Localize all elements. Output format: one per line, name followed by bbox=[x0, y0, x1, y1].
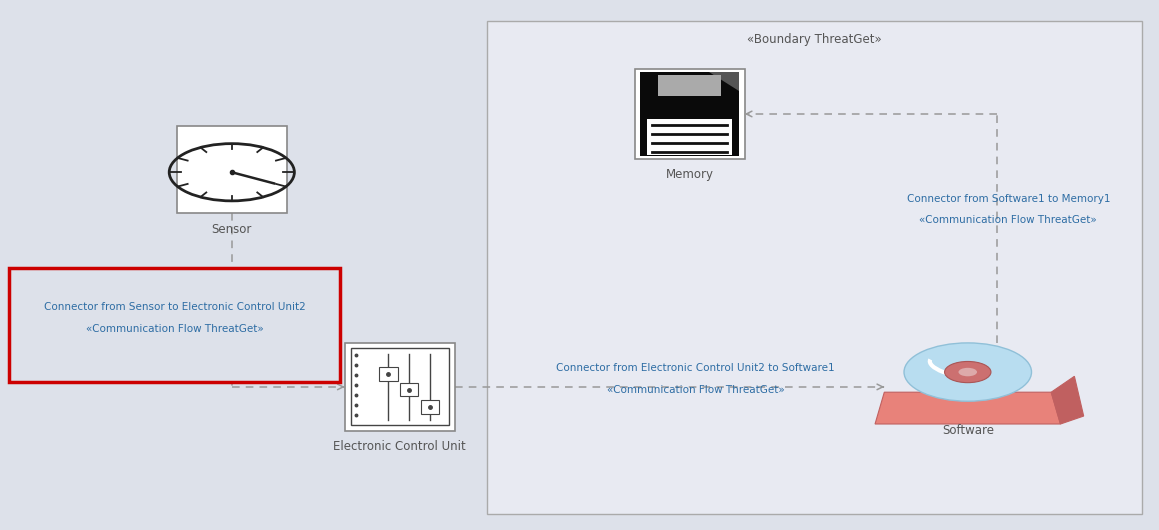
FancyBboxPatch shape bbox=[640, 72, 738, 156]
FancyBboxPatch shape bbox=[379, 367, 398, 381]
Circle shape bbox=[958, 368, 977, 376]
FancyBboxPatch shape bbox=[350, 349, 449, 425]
FancyBboxPatch shape bbox=[400, 383, 418, 396]
Text: Software: Software bbox=[942, 424, 993, 437]
Text: «Communication Flow ThreatGet»: «Communication Flow ThreatGet» bbox=[919, 215, 1098, 225]
FancyBboxPatch shape bbox=[344, 343, 454, 430]
FancyBboxPatch shape bbox=[658, 75, 721, 96]
Text: Connector from Software1 to Memory1: Connector from Software1 to Memory1 bbox=[906, 194, 1110, 204]
Text: Electronic Control Unit: Electronic Control Unit bbox=[334, 440, 466, 453]
FancyBboxPatch shape bbox=[9, 268, 340, 382]
Text: Sensor: Sensor bbox=[212, 223, 252, 236]
FancyBboxPatch shape bbox=[176, 126, 286, 213]
Text: Connector from Electronic Control Unit2 to Software1: Connector from Electronic Control Unit2 … bbox=[556, 364, 834, 373]
Text: «Communication Flow ThreatGet»: «Communication Flow ThreatGet» bbox=[606, 385, 785, 394]
Text: Memory: Memory bbox=[665, 169, 714, 181]
Polygon shape bbox=[709, 72, 738, 91]
Text: «Boundary ThreatGet»: «Boundary ThreatGet» bbox=[746, 33, 882, 46]
Text: «Communication Flow ThreatGet»: «Communication Flow ThreatGet» bbox=[86, 324, 263, 333]
FancyBboxPatch shape bbox=[635, 69, 744, 159]
Polygon shape bbox=[875, 392, 1060, 424]
Polygon shape bbox=[1051, 376, 1084, 424]
FancyBboxPatch shape bbox=[487, 21, 1142, 514]
Circle shape bbox=[904, 343, 1032, 401]
Circle shape bbox=[945, 361, 991, 383]
FancyBboxPatch shape bbox=[421, 400, 439, 414]
FancyBboxPatch shape bbox=[647, 119, 731, 155]
Text: Connector from Sensor to Electronic Control Unit2: Connector from Sensor to Electronic Cont… bbox=[44, 303, 305, 312]
